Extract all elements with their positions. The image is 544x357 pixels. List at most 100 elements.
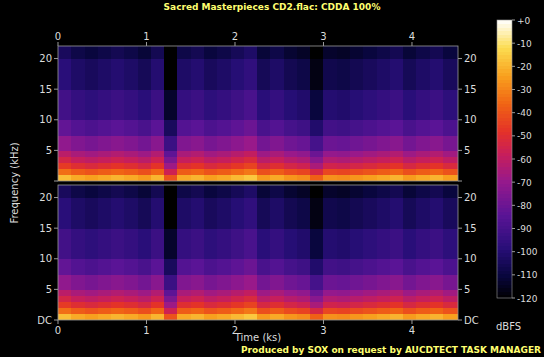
cell xyxy=(297,302,311,309)
cell xyxy=(310,175,324,181)
cell xyxy=(111,163,125,170)
cell xyxy=(204,274,218,290)
y-tick-label: 15 xyxy=(464,223,477,234)
cell xyxy=(337,150,351,157)
cell xyxy=(111,289,125,296)
cell xyxy=(151,314,165,320)
cell xyxy=(284,296,298,303)
cell xyxy=(151,150,165,157)
cell xyxy=(323,150,337,157)
cell xyxy=(111,228,125,259)
cell xyxy=(58,302,72,309)
cell xyxy=(177,198,191,229)
cell xyxy=(85,302,99,309)
cell xyxy=(377,198,391,229)
cell xyxy=(85,157,99,164)
colorbar-step xyxy=(497,281,512,285)
cell xyxy=(231,302,245,309)
colorbar-step xyxy=(497,260,512,264)
cell xyxy=(58,259,72,275)
colorbar-tick xyxy=(512,20,515,21)
cell xyxy=(443,120,458,136)
cell xyxy=(297,289,311,296)
cell xyxy=(217,120,231,136)
cell xyxy=(217,274,231,290)
cell xyxy=(416,228,430,259)
cell xyxy=(297,46,311,59)
cell xyxy=(284,308,298,315)
cell xyxy=(177,175,191,181)
cell xyxy=(164,135,178,151)
cell xyxy=(191,59,205,90)
x-tick-label: 2 xyxy=(232,31,238,42)
cell xyxy=(244,228,258,259)
cell xyxy=(85,169,99,176)
cell xyxy=(164,302,178,309)
cell xyxy=(443,46,458,59)
cell xyxy=(390,169,404,176)
colorbar-tick-label: +0 xyxy=(517,16,531,26)
cell xyxy=(58,274,72,290)
cell xyxy=(138,259,152,275)
cell xyxy=(310,46,324,59)
cell xyxy=(350,314,364,320)
cell xyxy=(98,185,112,198)
cell xyxy=(231,259,245,275)
y-tick xyxy=(54,289,58,290)
cell xyxy=(204,46,218,59)
cell xyxy=(151,89,165,120)
cell xyxy=(337,289,351,296)
cell xyxy=(390,163,404,170)
cell xyxy=(430,59,444,90)
cell xyxy=(257,308,271,315)
cell xyxy=(177,296,191,303)
y-tick-label: 5 xyxy=(46,284,52,295)
colorbar-step xyxy=(497,114,512,118)
cell xyxy=(85,259,99,275)
cell xyxy=(270,89,284,120)
cell xyxy=(217,228,231,259)
cell xyxy=(231,228,245,259)
cell xyxy=(58,46,72,59)
colorbar-step xyxy=(497,30,512,34)
cell xyxy=(416,120,430,136)
colorbar-step xyxy=(497,79,512,83)
cell xyxy=(297,228,311,259)
cell xyxy=(164,150,178,157)
cell xyxy=(138,135,152,151)
cell xyxy=(270,59,284,90)
cell xyxy=(323,289,337,296)
cell xyxy=(111,198,125,229)
cell xyxy=(430,308,444,315)
cell xyxy=(58,120,72,136)
cell xyxy=(257,302,271,309)
colorbar-tick-label: -20 xyxy=(517,62,532,72)
cell xyxy=(430,157,444,164)
cell xyxy=(284,198,298,229)
colorbar-step xyxy=(497,76,512,80)
cell xyxy=(310,314,324,320)
cell xyxy=(231,289,245,296)
cell xyxy=(284,89,298,120)
colorbar-step xyxy=(497,204,512,208)
x-tick xyxy=(58,42,59,46)
cell xyxy=(138,308,152,315)
cell xyxy=(71,175,85,181)
cell xyxy=(430,89,444,120)
cell xyxy=(363,163,377,170)
cell xyxy=(284,157,298,164)
cell xyxy=(416,46,430,59)
y-tick-label: DC xyxy=(464,315,479,326)
cell xyxy=(58,59,72,90)
cell xyxy=(323,135,337,151)
colorbar-tick-label: -30 xyxy=(517,85,532,95)
cell xyxy=(164,163,178,170)
cell xyxy=(244,163,258,170)
cell xyxy=(71,228,85,259)
y-tick xyxy=(54,258,58,259)
cell xyxy=(71,150,85,157)
cell xyxy=(71,308,85,315)
cell xyxy=(204,185,218,198)
cell xyxy=(98,296,112,303)
cell xyxy=(350,157,364,164)
